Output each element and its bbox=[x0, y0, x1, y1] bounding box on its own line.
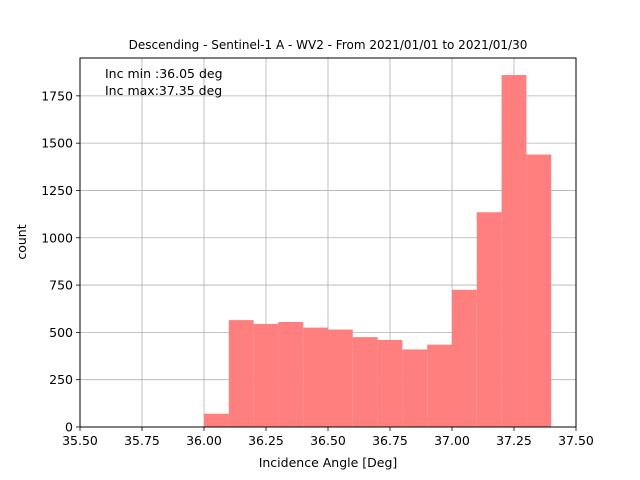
y-axis-ticks: 0 250 500 750 1000 1250 1500 1750 bbox=[41, 88, 80, 435]
y-tick-label-5: 1250 bbox=[41, 183, 73, 198]
y-tick-label-7: 1750 bbox=[41, 88, 73, 103]
x-tick-label-6: 37.00 bbox=[434, 433, 470, 448]
x-tick-label-5: 36.75 bbox=[372, 433, 408, 448]
bar-7 bbox=[377, 339, 403, 427]
x-tick-label-3: 36.25 bbox=[248, 433, 284, 448]
bar-13 bbox=[526, 154, 552, 427]
bar-3 bbox=[278, 321, 304, 427]
bar-8 bbox=[402, 349, 428, 427]
bar-4 bbox=[303, 327, 328, 427]
y-axis-label: count bbox=[14, 224, 29, 259]
y-tick-label-0: 0 bbox=[65, 420, 73, 435]
bar-11 bbox=[476, 212, 502, 427]
x-tick-label-1: 35.75 bbox=[124, 433, 160, 448]
bar-5 bbox=[328, 329, 353, 427]
bar-6 bbox=[352, 337, 378, 427]
x-axis-ticks: 35.50 35.75 36.00 36.25 36.50 36.75 37.00 37.25… bbox=[62, 427, 594, 448]
y-tick-label-6: 1500 bbox=[41, 136, 73, 151]
x-tick-label-7: 37.25 bbox=[496, 433, 532, 448]
chart-title: Descending - Sentinel-1 A - WV2 - From 2… bbox=[129, 38, 528, 52]
annotation-inc-max: Inc max:37.35 deg bbox=[105, 83, 222, 98]
x-tick-label-0: 35.50 bbox=[62, 433, 98, 448]
y-tick-label-1: 250 bbox=[49, 372, 73, 387]
x-axis-label: Incidence Angle [Deg] bbox=[259, 455, 398, 470]
annotation-inc-min: Inc min :36.05 deg bbox=[105, 66, 223, 81]
bar-1 bbox=[228, 320, 254, 427]
y-tick-label-2: 500 bbox=[49, 325, 73, 340]
y-tick-label-3: 750 bbox=[49, 278, 73, 293]
x-tick-label-4: 36.50 bbox=[310, 433, 346, 448]
x-tick-label-8: 37.50 bbox=[558, 433, 594, 448]
bar-0 bbox=[204, 413, 229, 427]
bar-9 bbox=[427, 344, 452, 427]
y-tick-label-4: 1000 bbox=[41, 230, 73, 245]
bar-2 bbox=[253, 323, 279, 427]
x-tick-label-2: 36.00 bbox=[186, 433, 222, 448]
histogram-bars bbox=[204, 75, 552, 428]
bar-10 bbox=[452, 289, 477, 427]
bar-12 bbox=[501, 75, 527, 428]
